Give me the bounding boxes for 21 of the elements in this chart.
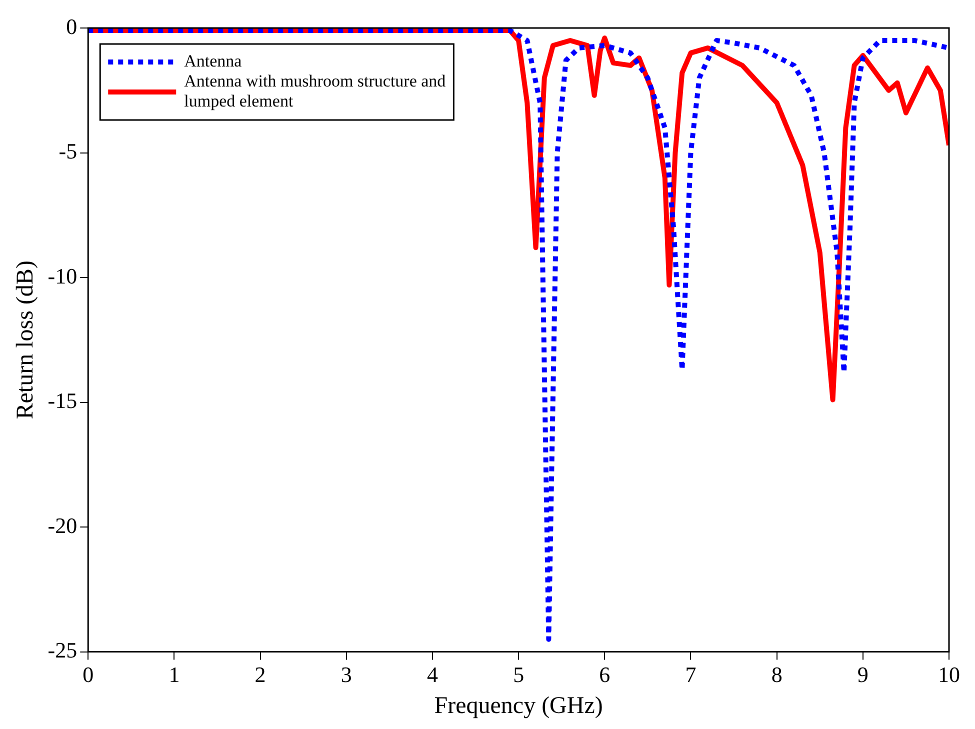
x-axis-title: Frequency (GHz) <box>434 692 603 719</box>
y-tick-label: -20 <box>48 512 78 538</box>
y-tick-label: -5 <box>58 138 78 164</box>
x-tick-label: 5 <box>513 662 524 687</box>
legend-label: Antenna <box>184 51 242 70</box>
x-tick-label: 10 <box>938 662 960 687</box>
x-tick-label: 7 <box>685 662 696 687</box>
y-tick-label: -15 <box>48 388 78 414</box>
x-tick-label: 8 <box>771 662 782 687</box>
x-tick-label: 0 <box>82 662 94 687</box>
x-tick-label: 2 <box>254 662 266 687</box>
y-axis-title: Return loss (dB) <box>12 260 39 420</box>
x-tick-label: 6 <box>599 662 610 687</box>
x-tick-label: 1 <box>168 662 180 687</box>
x-tick-label: 9 <box>857 662 868 687</box>
y-tick-label: -25 <box>48 638 78 663</box>
x-tick-label: 4 <box>426 662 438 687</box>
y-tick-label: 0 <box>66 14 78 39</box>
x-tick-label: 3 <box>340 662 352 687</box>
legend-label: Antenna with mushroom structure and lumped element <box>184 71 446 110</box>
y-tick-label: -10 <box>48 263 78 288</box>
